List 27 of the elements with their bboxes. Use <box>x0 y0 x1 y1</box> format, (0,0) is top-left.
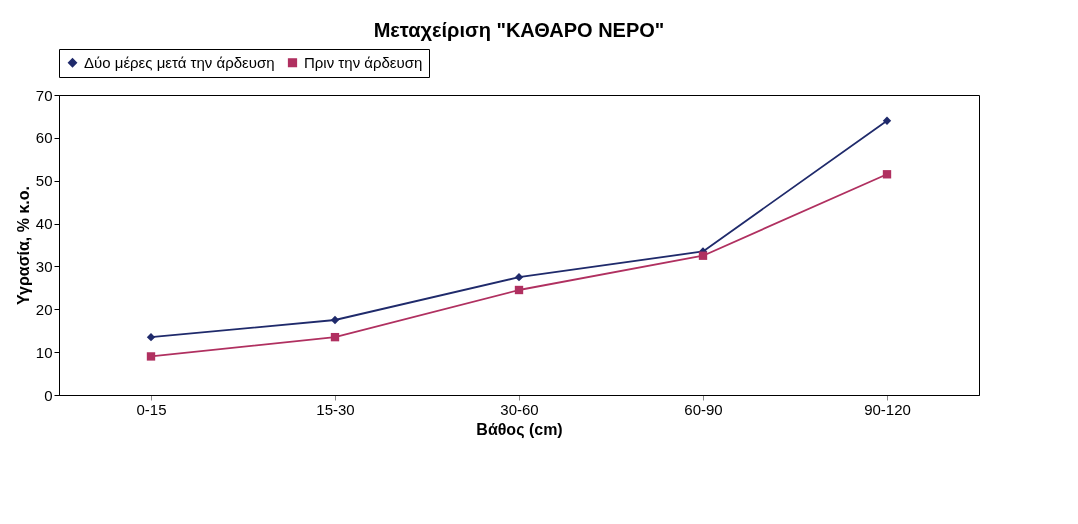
chart-title: Μεταχείριση "ΚΑΘΑΡΟ ΝΕΡΟ" <box>373 18 665 41</box>
point <box>514 285 524 295</box>
legend-label: Δύο μέρες μετά την άρδευση <box>84 53 275 71</box>
x-tick-label: 0-15 <box>136 400 167 418</box>
y-tick-label: 60 <box>35 129 53 147</box>
legend-label: Πριν την άρδευση <box>304 53 423 71</box>
point <box>330 332 340 342</box>
x-tick-label: 15-30 <box>316 400 355 418</box>
point <box>698 251 708 260</box>
y-tick-label: 40 <box>35 215 53 233</box>
point <box>514 272 524 282</box>
point <box>146 332 156 342</box>
y-tick-label: 0 <box>44 386 53 404</box>
y-tick-label: 50 <box>35 172 53 190</box>
point <box>882 170 892 179</box>
x-tick-label: 90-120 <box>864 400 911 418</box>
point <box>882 116 892 125</box>
y-axis-title: Υγρασία, % κ.ο. <box>14 185 32 306</box>
y-tick-label: 10 <box>35 343 53 361</box>
x-tick-label: 60-90 <box>684 400 723 418</box>
y-tick-label: 30 <box>35 257 53 275</box>
x-tick-label: 30-60 <box>500 400 539 418</box>
y-tick-label: 70 <box>35 86 53 104</box>
point <box>330 315 340 325</box>
point <box>146 352 156 361</box>
x-axis-title: Βάθος (cm) <box>476 420 563 439</box>
y-tick-label: 20 <box>35 300 53 318</box>
